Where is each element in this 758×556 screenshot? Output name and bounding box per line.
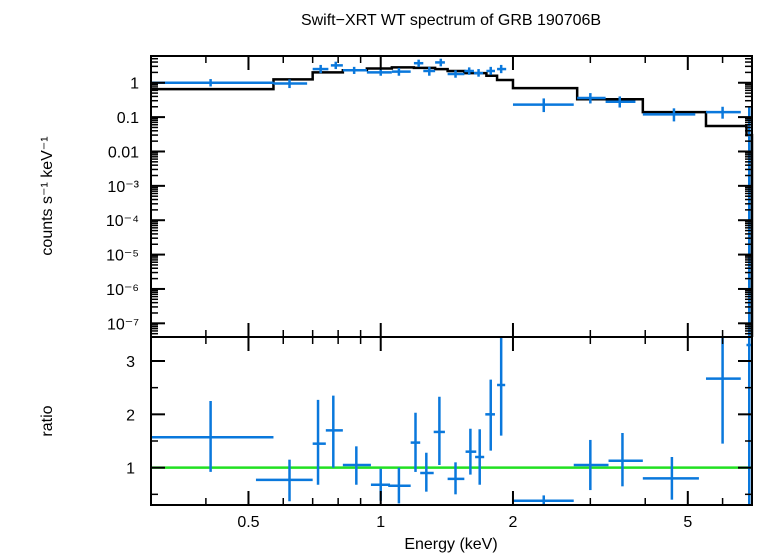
spectrum-data-point — [273, 79, 308, 89]
spectrum-data-point — [391, 67, 411, 76]
spectrum-data-point — [464, 67, 474, 75]
spectrum-frame — [150, 55, 753, 338]
ratio-data-point — [433, 396, 445, 465]
spectrum-data-point — [605, 96, 636, 108]
ratio-data-point — [465, 428, 477, 475]
spectrum-y-tick-label: 1 — [130, 76, 139, 93]
spectrum-data-point — [512, 98, 574, 113]
model-curve — [151, 66, 754, 337]
ratio-data-point — [475, 429, 485, 485]
spectrum-data-point — [366, 69, 392, 76]
spectrum-y-tick-label: 10⁻⁴ — [106, 213, 139, 230]
ratio-data-series — [151, 337, 752, 505]
ratio-data-point — [342, 446, 371, 485]
x-axis-label: Energy (keV) — [404, 536, 497, 553]
spectrum-data-point — [413, 59, 424, 67]
ratio-data-point — [642, 457, 699, 500]
spectrum-data-point — [312, 64, 329, 74]
x-tick-label: 1 — [376, 514, 385, 531]
spectrum-data-point — [342, 66, 367, 74]
spectrum-data-point — [435, 58, 445, 67]
x-tick-label: 2 — [509, 514, 518, 531]
x-tick-label: 5 — [683, 514, 692, 531]
ratio-data-point — [497, 337, 506, 436]
ratio-data-point — [447, 462, 465, 495]
spectrum-y-tick-label: 0.1 — [117, 110, 139, 127]
x-tick-label: 0.5 — [237, 514, 259, 531]
ratio-y-axis-label: ratio — [39, 405, 56, 436]
ratio-data-point — [512, 495, 574, 505]
spectrum-data-point — [473, 69, 484, 77]
spectrum-data-point — [151, 79, 274, 87]
ratio-y-tick-label: 1 — [126, 461, 135, 478]
spectrum-data-point — [447, 70, 465, 78]
spectrum-y-tick-label: 10⁻³ — [107, 179, 139, 196]
spectrum-data-point — [705, 106, 741, 119]
ratio-data-point — [573, 439, 609, 491]
ratio-y-tick-label: 2 — [126, 407, 135, 424]
spectrum-data-point — [330, 61, 343, 70]
spectrum-data-point — [486, 66, 495, 75]
ratio-panel: 1 2 3 0.5 1 2 5 — [126, 336, 753, 531]
spectrum-data-point — [497, 64, 507, 74]
ratio-data-point — [388, 467, 411, 504]
ratio-data-point — [608, 433, 643, 487]
ratio-data-point — [485, 379, 495, 451]
ratio-axis-ticks: 1 2 3 0.5 1 2 5 — [126, 337, 753, 531]
ratio-data-point — [312, 399, 326, 485]
spectrum-data-series — [151, 58, 752, 337]
chart-title: Swift−XRT WT spectrum of GRB 190706B — [301, 12, 601, 29]
ratio-data-point — [151, 401, 274, 472]
ratio-data-point — [325, 395, 343, 468]
ratio-data-point — [410, 412, 421, 472]
spectrum-y-tick-label: 0.01 — [108, 144, 139, 161]
spectrum-data-point — [423, 66, 436, 76]
spectrum-y-tick-label: 10⁻⁶ — [106, 282, 139, 299]
ratio-data-point — [705, 337, 741, 444]
ratio-frame — [150, 336, 753, 506]
spectrum-y-tick-label: 10⁻⁷ — [107, 316, 139, 333]
ratio-y-tick-label: 3 — [126, 354, 135, 371]
spectrum-y-tick-label: 10⁻⁵ — [106, 248, 139, 265]
spectrum-y-ticks: 1 0.1 0.01 10⁻³ 10⁻⁴ 10⁻⁵ 10⁻⁶ 10⁻⁷ — [106, 55, 753, 338]
spectrum-data-point — [577, 93, 606, 104]
spectrum-panel: 1 0.1 0.01 10⁻³ 10⁻⁴ 10⁻⁵ 10⁻⁶ 10⁻⁷ — [106, 55, 754, 338]
spectrum-y-axis-label: counts s⁻¹ keV⁻¹ — [39, 136, 56, 255]
ratio-data-point — [255, 459, 313, 502]
model-step-line — [151, 66, 754, 337]
spectrum-data-point — [642, 108, 696, 122]
ratio-data-point — [420, 452, 434, 492]
